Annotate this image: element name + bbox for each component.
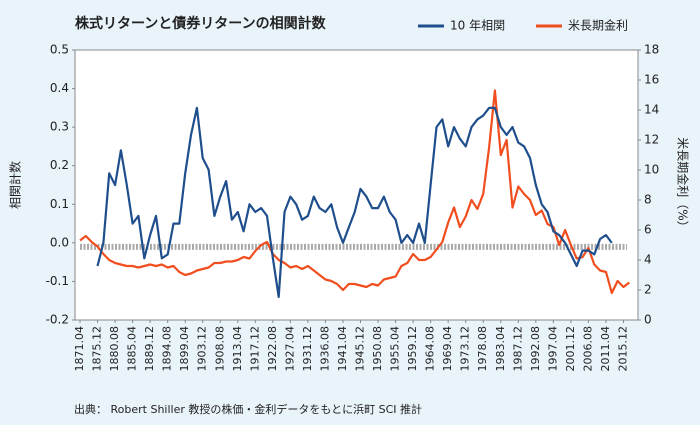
y2-tick-label: 18 [644,43,659,57]
x-tick-label: 1894.08 [161,326,174,372]
x-tick-label: 1978.08 [476,326,489,372]
series-line [96,106,613,298]
y-tick-label: 0.0 [50,235,69,249]
x-tick-label: 1945.12 [354,326,367,372]
x-tick-label: 1871.04 [73,326,86,372]
x-tick-label: 1889.12 [143,326,156,372]
y-axis-label: 相関計数 [8,161,23,209]
x-tick-label: 1936.08 [318,326,331,372]
x-tick-label: 1941.04 [336,326,349,372]
x-tick-label: 1964.08 [424,326,437,372]
source: 出典： Robert Shiller 教授の株価・金利データをもとに浜町 SCI… [74,402,422,416]
y2-tick-label: 4 [644,253,652,267]
y2-tick-label: 12 [644,133,659,147]
y2-tick-label: 16 [644,73,659,87]
legend-label: 10 年相関 [450,19,505,33]
y-tick-label: 0.1 [50,197,69,211]
x-tick-label: 1922.08 [266,326,279,372]
x-tick-label: 1908.08 [213,326,226,372]
series-line [79,89,630,295]
x-tick-label: 1880.08 [108,326,121,372]
y2-axis-label: 米長期金利（%） [676,137,691,232]
x-tick-label: 1973.12 [459,326,472,372]
x-tick-label: 2006.08 [581,326,594,372]
y-tick-label: 0.4 [50,81,69,95]
x-tick-label: 1992.08 [529,326,542,372]
y2-tick-label: 6 [644,223,652,237]
x-tick-label: 1955.04 [389,326,402,372]
x-tick-label: 2001.12 [564,326,577,372]
x-tick-label: 1903.12 [196,326,209,372]
x-tick-label: 1927.04 [283,326,296,372]
y-tick-label: 0.2 [50,158,69,172]
x-tick-label: 1913.04 [231,326,244,372]
x-tick-label: 1899.04 [178,326,191,372]
x-tick-label: 2015.12 [616,326,629,372]
x-tick-label: 1885.04 [126,326,139,372]
x-tick-label: 1997.04 [546,326,559,372]
chart-title: 株式リターンと債券リターンの相関計数 [75,15,327,32]
y2-tick-label: 14 [644,103,659,117]
x-tick-label: 1950.08 [371,326,384,372]
y2-tick-label: 0 [644,313,652,327]
y-tick-label: 0.5 [50,43,69,57]
x-tick-label: 1917.12 [248,326,261,372]
x-tick-label: 2011.04 [599,326,612,372]
y-tick-label: 0.3 [50,120,69,134]
x-tick-label: 1875.12 [91,326,104,372]
y-tick-label: -0.1 [46,274,69,288]
y2-tick-label: 10 [644,163,659,177]
y2-tick-label: 2 [644,283,652,297]
y2-tick-label: 8 [644,193,652,207]
x-tick-label: 1987.12 [511,326,524,372]
x-tick-label: 1983.04 [494,326,507,372]
plot-area [74,49,639,321]
x-tick-label: 1969.04 [441,326,454,372]
y-tick-label: -0.2 [46,313,69,327]
x-tick-label: 1931.12 [301,326,314,372]
legend-label: 米長期金利 [568,18,628,33]
x-tick-label: 1959.12 [406,326,419,372]
